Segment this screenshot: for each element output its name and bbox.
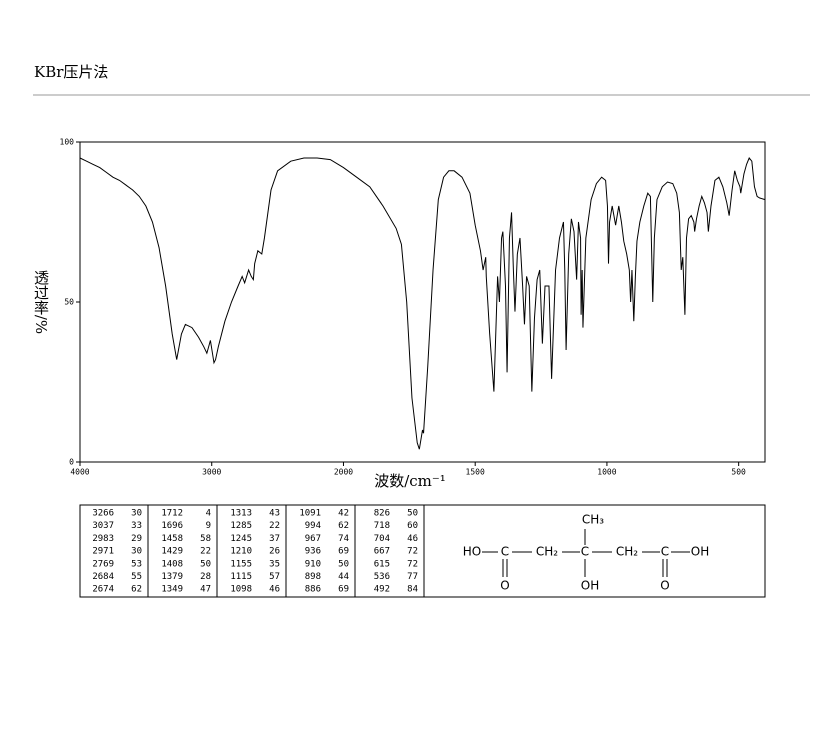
table-wavenumber: 718 xyxy=(374,521,390,531)
table-transmittance: 53 xyxy=(131,559,142,569)
table-frame xyxy=(79,504,766,598)
table-transmittance: 28 xyxy=(200,572,211,582)
structure-atom: C xyxy=(661,545,669,559)
table-transmittance: 72 xyxy=(407,547,418,557)
structure-atom: O xyxy=(660,579,669,593)
plot-frame xyxy=(79,141,766,463)
structure-atom: O xyxy=(500,579,509,593)
table-wavenumber: 1115 xyxy=(230,572,252,582)
table-transmittance: 50 xyxy=(407,509,418,519)
structure-bonds xyxy=(482,529,690,577)
table-transmittance: 60 xyxy=(407,521,418,531)
table-wavenumber: 1245 xyxy=(230,534,252,544)
table-wavenumber: 2971 xyxy=(92,547,114,557)
structure-atom: OH xyxy=(691,545,709,559)
table-transmittance: 58 xyxy=(200,534,211,544)
table-wavenumber: 667 xyxy=(374,547,390,557)
table-transmittance: 37 xyxy=(269,534,280,544)
table-transmittance: 26 xyxy=(269,547,280,557)
table-wavenumber: 1098 xyxy=(230,585,252,595)
table-transmittance: 43 xyxy=(269,509,280,519)
table-transmittance: 50 xyxy=(338,559,349,569)
y-axis-label: 透过率/% xyxy=(32,270,50,334)
table-transmittance: 22 xyxy=(269,521,280,531)
table-transmittance: 30 xyxy=(131,509,142,519)
table-wavenumber: 615 xyxy=(374,559,390,569)
table-wavenumber: 1429 xyxy=(161,547,183,557)
table-transmittance: 50 xyxy=(200,559,211,569)
table-transmittance: 9 xyxy=(206,521,211,531)
table-wavenumber: 1313 xyxy=(230,509,252,519)
table-transmittance: 46 xyxy=(269,585,280,595)
table-transmittance: 62 xyxy=(131,585,142,595)
x-tick-label: 2000 xyxy=(334,468,353,477)
table-wavenumber: 1712 xyxy=(161,509,183,519)
table-wavenumber: 886 xyxy=(305,585,321,595)
table-wavenumber: 1458 xyxy=(161,534,183,544)
table-wavenumber: 3266 xyxy=(92,509,114,519)
table-transmittance: 29 xyxy=(131,534,142,544)
table-wavenumber: 1408 xyxy=(161,559,183,569)
table-transmittance: 30 xyxy=(131,547,142,557)
structure-atom: HO xyxy=(463,545,481,559)
table-wavenumber: 1379 xyxy=(161,572,183,582)
structure-atom: CH₂ xyxy=(616,545,638,559)
y-tick-label: 0 xyxy=(69,458,74,467)
table-wavenumber: 1091 xyxy=(299,509,321,519)
table-transmittance: 69 xyxy=(338,585,349,595)
table-wavenumber: 1210 xyxy=(230,547,252,557)
y-tick-label: 100 xyxy=(60,138,75,147)
table-transmittance: 4 xyxy=(206,509,211,519)
table-transmittance: 44 xyxy=(338,572,349,582)
table-transmittance: 22 xyxy=(200,547,211,557)
table-wavenumber: 2674 xyxy=(92,585,114,595)
table-transmittance: 74 xyxy=(338,534,349,544)
table-wavenumber: 3037 xyxy=(92,521,114,531)
table-transmittance: 77 xyxy=(407,572,418,582)
table-transmittance: 42 xyxy=(338,509,349,519)
table-wavenumber: 2983 xyxy=(92,534,114,544)
x-tick-label: 1500 xyxy=(466,468,485,477)
table-wavenumber: 1285 xyxy=(230,521,252,531)
y-tick-label: 50 xyxy=(64,298,74,307)
x-tick-label: 500 xyxy=(731,468,746,477)
table-transmittance: 69 xyxy=(338,547,349,557)
table-transmittance: 57 xyxy=(269,572,280,582)
table-dividers xyxy=(147,505,425,597)
table-wavenumber: 2769 xyxy=(92,559,114,569)
table-wavenumber: 898 xyxy=(305,572,321,582)
table-wavenumber: 1155 xyxy=(230,559,252,569)
table-wavenumber: 492 xyxy=(374,585,390,595)
table-wavenumber: 826 xyxy=(374,509,390,519)
table-transmittance: 55 xyxy=(131,572,142,582)
table-transmittance: 46 xyxy=(407,534,418,544)
structure-atom: C xyxy=(581,545,589,559)
table-wavenumber: 910 xyxy=(305,559,321,569)
table-transmittance: 47 xyxy=(200,585,211,595)
structure-atom: C xyxy=(501,545,509,559)
table-wavenumber: 1696 xyxy=(161,521,183,531)
table-transmittance: 35 xyxy=(269,559,280,569)
spectrum-line xyxy=(79,157,766,450)
table-wavenumber: 936 xyxy=(305,547,321,557)
x-tick-label: 3000 xyxy=(202,468,221,477)
table-transmittance: 84 xyxy=(407,585,418,595)
table-wavenumber: 704 xyxy=(374,534,390,544)
table-wavenumber: 994 xyxy=(305,521,321,531)
structure-atom: OH xyxy=(581,579,599,593)
header-title: KBr压片法 xyxy=(34,63,108,81)
x-tick-label: 1000 xyxy=(597,468,616,477)
table-transmittance: 33 xyxy=(131,521,142,531)
table-wavenumber: 1349 xyxy=(161,585,183,595)
table-transmittance: 62 xyxy=(338,521,349,531)
table-wavenumber: 2684 xyxy=(92,572,114,582)
table-wavenumber: 536 xyxy=(374,572,390,582)
table-wavenumber: 967 xyxy=(305,534,321,544)
structure-atom: CH₂ xyxy=(536,545,558,559)
table-transmittance: 72 xyxy=(407,559,418,569)
x-axis-label: 波数/cm⁻¹ xyxy=(374,472,446,490)
structure-atom: CH₃ xyxy=(582,513,604,527)
x-tick-label: 4000 xyxy=(70,468,89,477)
